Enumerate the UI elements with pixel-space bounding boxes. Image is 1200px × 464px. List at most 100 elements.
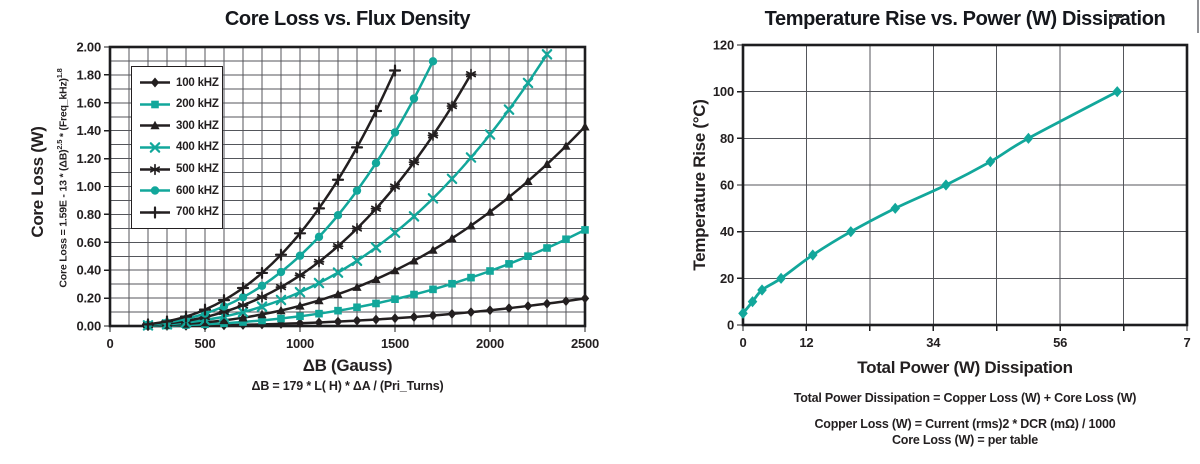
x-tick-label: 2000 — [476, 336, 504, 351]
y-tick-label: 1.20 — [76, 151, 101, 166]
marker-x — [275, 294, 287, 306]
marker-diamond — [890, 202, 901, 214]
marker-diamond — [409, 311, 419, 322]
marker-x — [332, 267, 344, 278]
temperature-rise-x-axis-label: Total Power (W) Dissipation — [857, 358, 1073, 377]
marker-square — [429, 285, 437, 294]
marker-diamond — [352, 315, 362, 326]
y-tick-label: 1.80 — [76, 67, 101, 82]
marker-x — [446, 173, 458, 185]
marker-diamond — [580, 293, 590, 304]
core-loss-x-axis-label: ΔB (Gauss) — [302, 356, 393, 375]
y-tick-label: 0.80 — [76, 207, 101, 222]
legend-marker-plus-icon — [140, 206, 170, 219]
core-loss-chart: 0 500 1000 1500 2000 2500 0.00 0.20 0.40 0.60 0.80… — [28, 8, 599, 393]
marker-square — [239, 318, 247, 326]
series-400-khz — [142, 49, 553, 331]
y-tick-label: 120 — [713, 38, 734, 53]
marker-x — [370, 242, 382, 253]
legend-marker-star-icon — [140, 163, 170, 175]
marker-diamond — [428, 310, 438, 321]
x-tick-label: 0 — [739, 335, 746, 350]
marker-star — [370, 203, 382, 215]
marker-diamond — [333, 316, 343, 327]
marker-star — [427, 129, 439, 141]
marker-plus — [312, 202, 326, 215]
core-loss-y-axis-label: Core Loss (W) — [28, 126, 47, 238]
marker-triangle — [542, 159, 552, 168]
core-loss-legend: 100 kHZ 200 kHZ 300 kHZ 400 kHZ 500 kHZ 600 k… — [131, 66, 223, 229]
marker-star — [313, 256, 325, 268]
marker-triangle — [352, 282, 362, 291]
y-tick-label: 80 — [720, 131, 734, 146]
y-tick-label: 1.00 — [76, 179, 101, 194]
y-tick-label: 100 — [713, 84, 734, 99]
legend-item-700-khz: 700 kHZ — [139, 206, 219, 219]
marker-diamond — [150, 77, 160, 88]
legend-label: 700 kHZ — [176, 206, 219, 219]
marker-star — [256, 291, 268, 303]
marker-plus — [141, 318, 155, 331]
page-edge-artifact — [1197, 0, 1199, 33]
marker-star — [389, 180, 401, 193]
legend-item-400-khz: 400 kHZ — [139, 141, 219, 154]
legend-item-100-khz: 100 kHZ — [139, 76, 219, 89]
legend-item-500-khz: 500 kHZ — [139, 163, 219, 176]
plot-border — [108, 45, 587, 328]
grid — [743, 45, 1187, 325]
marker-square — [391, 295, 399, 304]
marker-triangle — [504, 192, 514, 201]
x-tick-label: 34 — [926, 335, 941, 350]
y-tick-label: 0.60 — [76, 235, 101, 250]
marker-square — [258, 316, 266, 325]
marker-star — [446, 100, 458, 112]
marker-triangle — [314, 295, 324, 305]
marker-diamond — [542, 298, 552, 309]
marker-x — [465, 152, 477, 163]
series-temperature-rise — [738, 86, 1123, 319]
legend-marker-square-icon — [140, 100, 170, 109]
copper-loss-formula: Copper Loss (W) = Current (rms)2 * DCR (… — [814, 417, 1116, 431]
core-loss-note: Core Loss (W) = per table — [891, 433, 1039, 447]
marker-star — [218, 306, 230, 318]
tick-labels: 0 500 1000 1500 2000 2500 0.00 0.20 0.40 0.60 0.80… — [76, 40, 599, 352]
marker-plus — [331, 173, 345, 186]
marker-plus — [293, 227, 307, 240]
marker-triangle — [238, 312, 248, 322]
temperature-rise-y-axis-label: Temperature Rise (°C) — [690, 99, 709, 271]
y-tick-label: 20 — [720, 271, 734, 286]
marker-square — [448, 279, 456, 288]
marker-square — [372, 299, 380, 308]
marker-diamond — [941, 179, 951, 191]
marker-plus — [179, 310, 193, 323]
marker-square — [581, 226, 589, 234]
total-power-formula: Total Power Dissipation = Copper Loss (W… — [793, 391, 1137, 405]
marker-circle — [390, 128, 400, 137]
marker-diamond — [390, 313, 400, 324]
plot-border — [741, 43, 1189, 327]
marker-star — [408, 156, 420, 168]
marker-square — [296, 312, 304, 321]
legend-label: 600 kHZ — [176, 184, 219, 197]
marker-x — [294, 286, 306, 298]
marker-plus — [148, 206, 162, 219]
series-300-khz — [143, 121, 590, 330]
marker-circle — [257, 281, 267, 290]
page-corner-artifact-small — [1110, 17, 1113, 19]
legend-item-600-khz: 600 kHZ — [139, 184, 219, 197]
marker-triangle — [466, 220, 476, 230]
marker-triangle — [390, 265, 400, 275]
marker-star — [237, 299, 249, 311]
marker-square — [151, 100, 159, 109]
marker-diamond — [985, 156, 996, 168]
marker-diamond — [1112, 86, 1123, 98]
legend-label: 500 kHZ — [176, 163, 219, 176]
marker-star — [465, 68, 477, 80]
x-tick-label: 7 — [1183, 335, 1190, 350]
temperature-rise-chart: 0 12 34 56 7 0 20 40 60 80 100 120 Temperature Rise… — [660, 0, 1200, 464]
y-tick-label: 40 — [720, 224, 734, 239]
marker-diamond — [846, 226, 856, 238]
series-200-khz — [144, 226, 589, 330]
marker-circle — [333, 210, 343, 220]
